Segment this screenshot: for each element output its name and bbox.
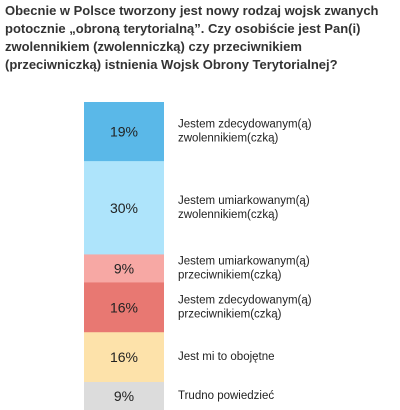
bar-segment-3 xyxy=(84,254,164,283)
segment-value-label-3: 9% xyxy=(114,260,134,276)
segment-value-label-1: 19% xyxy=(110,124,138,140)
category-label-line: Jestem zdecydowanym(ą) xyxy=(178,119,312,131)
segment-value-label-5: 16% xyxy=(110,349,138,365)
category-label-5: Jest mi to obojętne xyxy=(178,351,275,363)
category-label-line: Jestem umiarkowanym(ą) xyxy=(178,195,310,207)
bar-segment-6 xyxy=(84,382,164,410)
category-label-1: Jestem zdecydowanym(ą) zwolennikiem(czką) xyxy=(178,119,312,145)
category-label-line: Jest mi to obojętne xyxy=(178,351,275,363)
category-label-line: Trudno powiedzieć xyxy=(178,390,274,402)
category-label-line: zwolennikiem(czką) xyxy=(178,133,279,145)
category-label-2: Jestem umiarkowanym(ą) zwolennikiem(czką) xyxy=(178,195,310,221)
category-label-line: zwolennikiem(czką) xyxy=(178,209,279,221)
category-label-line: przeciwnikiem(czką) xyxy=(178,308,282,320)
segment-value-label-2: 30% xyxy=(110,200,138,216)
category-label-3: Jestem umiarkowanym(ą) przeciwnikiem(czką… xyxy=(178,255,310,281)
category-label-line: przeciwnikiem(czką) xyxy=(178,269,282,281)
bar-segment-2 xyxy=(84,161,164,255)
question-title: Obecnie w Polsce tworzony jest nowy rodz… xyxy=(5,3,379,72)
bar-segment-4 xyxy=(84,282,164,333)
segment-value-label-4: 16% xyxy=(110,299,138,315)
segment-value-label-6: 9% xyxy=(114,388,134,404)
category-label-6: Trudno powiedzieć xyxy=(178,390,274,402)
bar-segment-5 xyxy=(84,332,164,383)
bar-segment-1 xyxy=(84,102,164,162)
category-label-line: Jestem zdecydowanym(ą) xyxy=(178,294,312,306)
category-label-line: Jestem umiarkowanym(ą) xyxy=(178,255,310,267)
category-label-4: Jestem zdecydowanym(ą) przeciwnikiem(czką… xyxy=(178,294,312,320)
